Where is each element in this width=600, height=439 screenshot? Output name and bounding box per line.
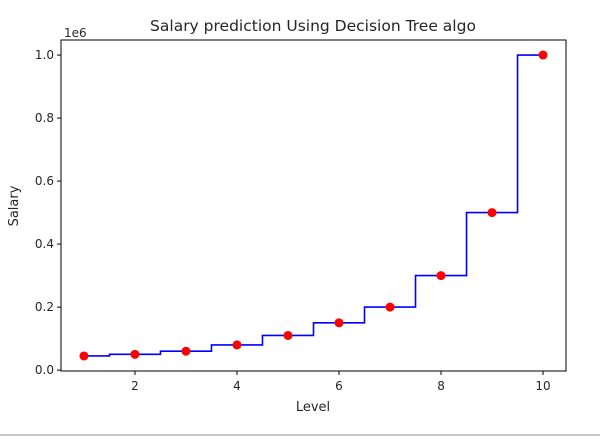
data-point — [232, 340, 242, 350]
x-tick-label: 8 — [437, 379, 445, 393]
data-point — [181, 346, 191, 356]
step-line-path — [83, 54, 544, 357]
x-tick-label: 4 — [233, 379, 241, 393]
plot-area — [61, 40, 566, 371]
prediction-step-line — [83, 54, 544, 357]
y-tick-label: 0.8 — [35, 111, 54, 125]
chart-title: Salary prediction Using Decision Tree al… — [150, 17, 476, 35]
y-tick-label: 0.6 — [35, 174, 54, 188]
output-divider — [0, 434, 600, 436]
data-point — [130, 349, 140, 359]
data-point — [487, 208, 497, 218]
actual-salary-points — [79, 50, 548, 361]
y-tick-label: 0.4 — [35, 237, 54, 251]
y-tick-label: 0.0 — [35, 363, 54, 377]
x-tick-label: 2 — [131, 379, 139, 393]
y-axis-label: Salary — [7, 185, 22, 226]
y-tick-label: 1.0 — [35, 48, 54, 62]
data-point — [538, 50, 548, 60]
plot-background — [61, 40, 566, 371]
y-tick-label: 0.2 — [35, 300, 54, 314]
data-point — [436, 271, 446, 281]
y-axis-ticks: 0.0 0.2 0.4 0.6 0.8 1.0 — [35, 48, 61, 377]
data-point — [334, 318, 344, 328]
x-axis-ticks: 2 4 6 8 10 — [131, 371, 551, 393]
data-point — [385, 302, 395, 312]
y-axis-offset-label: 1e6 — [64, 26, 87, 40]
x-tick-label: 10 — [535, 379, 550, 393]
x-axis-label: Level — [296, 400, 330, 415]
data-point — [79, 351, 89, 361]
plot-frame — [60, 39, 567, 372]
x-tick-label: 6 — [335, 379, 343, 393]
data-point — [283, 330, 293, 340]
